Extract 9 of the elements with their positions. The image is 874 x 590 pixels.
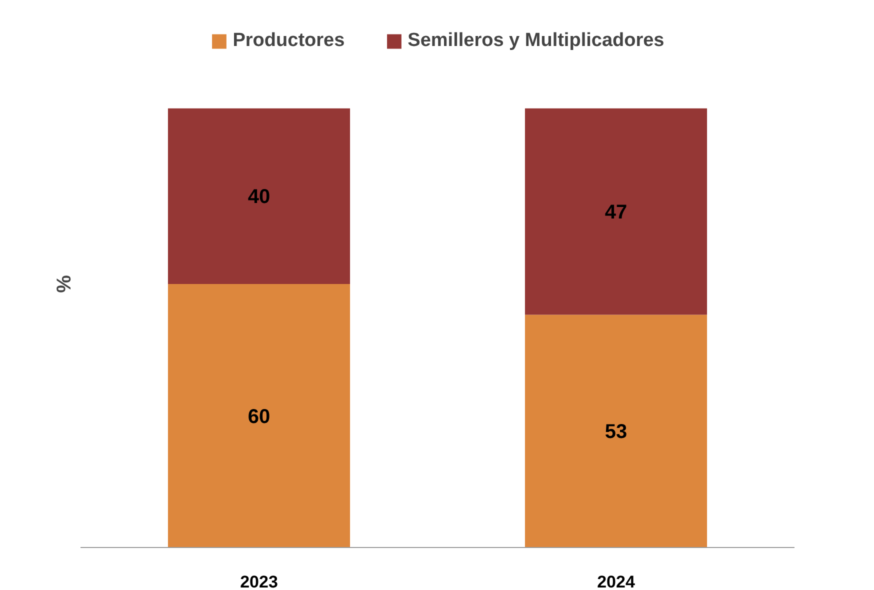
legend-label: Semilleros y Multiplicadores xyxy=(408,30,664,52)
data-label: 53 xyxy=(604,421,628,444)
data-label: 40 xyxy=(248,186,270,208)
data-label: 60 xyxy=(248,406,270,428)
y-axis-title: % xyxy=(54,274,76,293)
data-label: 47 xyxy=(604,202,628,224)
x-tick-label: 2024 xyxy=(597,572,636,590)
legend-label: Productores xyxy=(232,30,345,52)
x-tick-label: 2023 xyxy=(240,572,278,590)
